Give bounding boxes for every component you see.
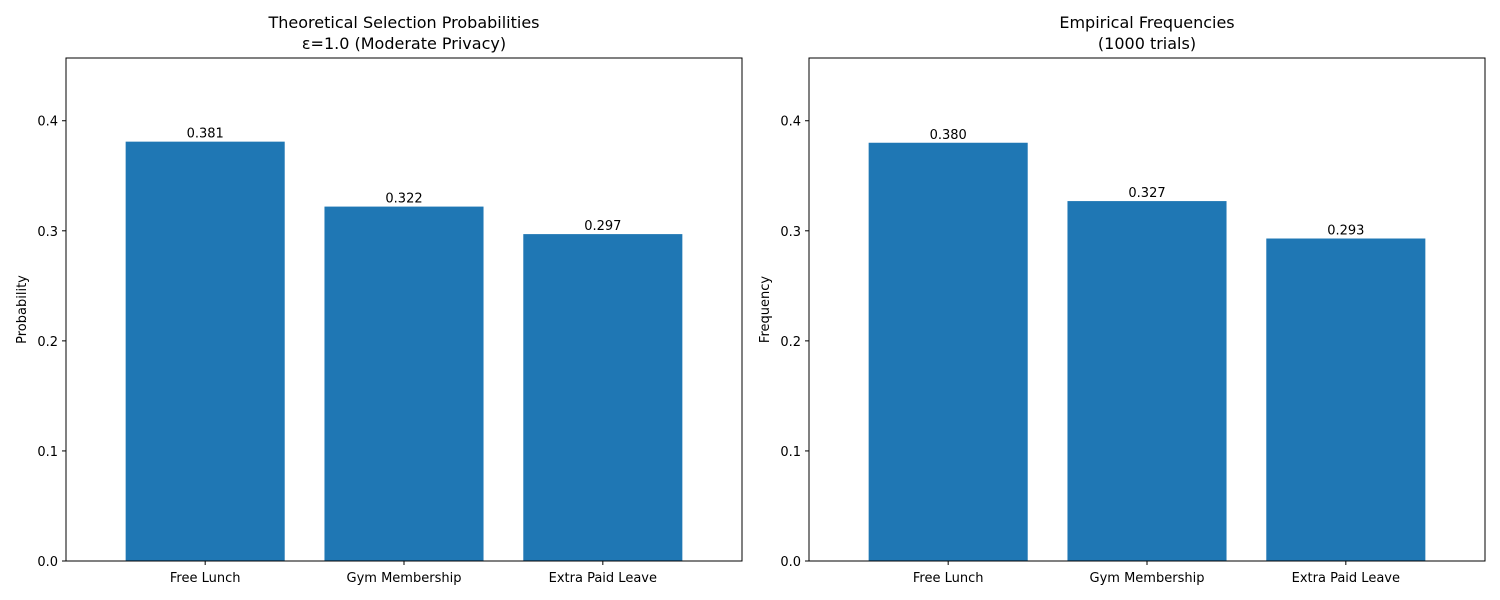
data-label: 0.322 [385,192,422,207]
y-tick-label: 0.0 [780,555,801,570]
x-tick-label: Free Lunch [170,571,241,586]
chart-title-line: Theoretical Selection Probabilities [267,13,539,32]
x-tick-label: Extra Paid Leave [549,571,657,586]
data-label: 0.380 [930,128,967,143]
axes-frame [808,57,1486,562]
bar [868,142,1028,561]
x-tick-label: Extra Paid Leave [1292,571,1400,586]
bar [1067,201,1227,561]
y-tick-label: 0.4 [37,115,58,130]
data-label: 0.381 [187,127,224,142]
y-tick-label: 0.2 [37,335,58,350]
x-tick-label: Free Lunch [913,571,984,586]
chart-panel-1: 0.381 Free Lunch 0.322 Gym Membership 0.297 E… [15,13,743,586]
chart-panel-2: 0.380 Free Lunch 0.327 Gym Membership 0.293 E… [758,13,1486,586]
chart-title-line: (1000 trials) [1098,34,1196,53]
chart-title-line: ε=1.0 (Moderate Privacy) [302,34,506,53]
y-tick-label: 0.2 [780,335,801,350]
y-tick-label: 0.1 [37,445,58,460]
axes-frame [65,57,743,562]
data-label: 0.327 [1128,186,1165,201]
y-tick-label: 0.4 [780,115,801,130]
y-axis-label: Probability [15,275,30,344]
data-label: 0.293 [1327,224,1364,239]
y-axis-label: Frequency [758,276,773,343]
chart-title-line: Empirical Frequencies [1059,13,1234,32]
y-tick-label: 0.3 [37,225,58,240]
bar [125,141,285,561]
bar [324,206,484,561]
y-tick-label: 0.3 [780,225,801,240]
y-tick-label: 0.0 [37,555,58,570]
x-tick-label: Gym Membership [347,571,462,586]
bar [523,234,683,562]
bar [1266,238,1426,561]
y-tick-label: 0.1 [780,445,801,460]
data-label: 0.297 [584,219,621,234]
x-tick-label: Gym Membership [1090,571,1205,586]
